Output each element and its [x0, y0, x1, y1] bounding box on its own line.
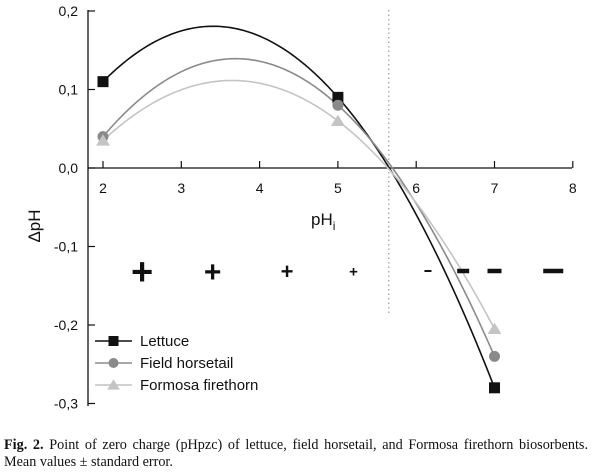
x-axis-title: pHi [311, 210, 335, 233]
x-axis-title-main: pH [311, 210, 333, 229]
x-axis-title-subscript: i [333, 219, 336, 233]
y-ticks: 0,2 0,1 0,0 -0,1 -0,2 -0,3 [54, 3, 95, 412]
data-point [487, 322, 502, 334]
data-point [330, 114, 345, 126]
legend-label: Field horsetail [140, 355, 233, 372]
charge-sign-bar [487, 268, 502, 274]
charge-sign-bar [424, 270, 432, 272]
x-tick-label: 3 [177, 180, 185, 196]
series-line [102, 79, 496, 330]
x-ticks: 2 3 4 5 6 7 8 [99, 161, 577, 196]
legend-marker [108, 336, 119, 346]
y-tick-label: 0,2 [59, 3, 79, 19]
y-tick-label: -0,3 [54, 396, 78, 412]
charge-sign-bar [543, 268, 564, 274]
caption-text: Point of zero charge (pHpzc) of lettuce,… [4, 437, 589, 470]
data-point [489, 382, 500, 394]
charge-sign-bar [457, 268, 470, 274]
y-tick-label: -0,2 [54, 317, 78, 333]
y-tick-label: -0,1 [54, 239, 78, 255]
series-markers [96, 76, 502, 394]
data-point [332, 99, 344, 111]
charge-sign: + [131, 252, 153, 294]
x-tick-label: 7 [491, 180, 499, 196]
surface-charge-signs: ++++---- [131, 243, 564, 294]
charge-sign: - [547, 243, 560, 285]
y-tick-label: 0,1 [59, 82, 79, 98]
caption-label: Fig. 2. [4, 437, 44, 453]
y-axis: 0,2 0,1 0,0 -0,1 -0,2 -0,3 [54, 3, 95, 412]
x-tick-label: 6 [412, 180, 420, 196]
series-line [102, 25, 496, 389]
series-line [102, 57, 496, 357]
charge-sign: + [349, 263, 358, 280]
x-axis: 2 3 4 5 6 7 8 [88, 161, 577, 196]
data-point [97, 76, 109, 88]
charge-sign: + [204, 256, 222, 289]
data-point [332, 91, 344, 103]
series-curves [102, 25, 496, 389]
legend-label: Lettuce [140, 333, 189, 350]
x-tick-label: 8 [569, 180, 577, 196]
charge-sign: - [490, 250, 500, 283]
data-point [489, 350, 500, 362]
y-axis-title: ΔpH [25, 209, 44, 242]
x-tick-label: 2 [99, 180, 107, 196]
legend-marker [108, 358, 119, 368]
legend: Lettuce Field horsetail Formosa firethorn [95, 333, 258, 394]
legend-label: Formosa firethorn [140, 377, 258, 394]
charge-sign: + [281, 259, 294, 284]
charge-sign: - [460, 256, 467, 281]
x-tick-label: 4 [256, 180, 264, 196]
x-tick-label: 5 [334, 180, 342, 196]
figure-caption: Fig. 2. Point of zero charge (pHpzc) of … [4, 437, 588, 471]
y-tick-label: 0,0 [59, 160, 79, 176]
legend-marker [107, 379, 120, 390]
pzc-chart: 0,2 0,1 0,0 -0,1 -0,2 -0,3 2 3 4 5 6 7 8 ΔpH pHi + +… [25, 3, 577, 412]
data-point [96, 134, 110, 146]
